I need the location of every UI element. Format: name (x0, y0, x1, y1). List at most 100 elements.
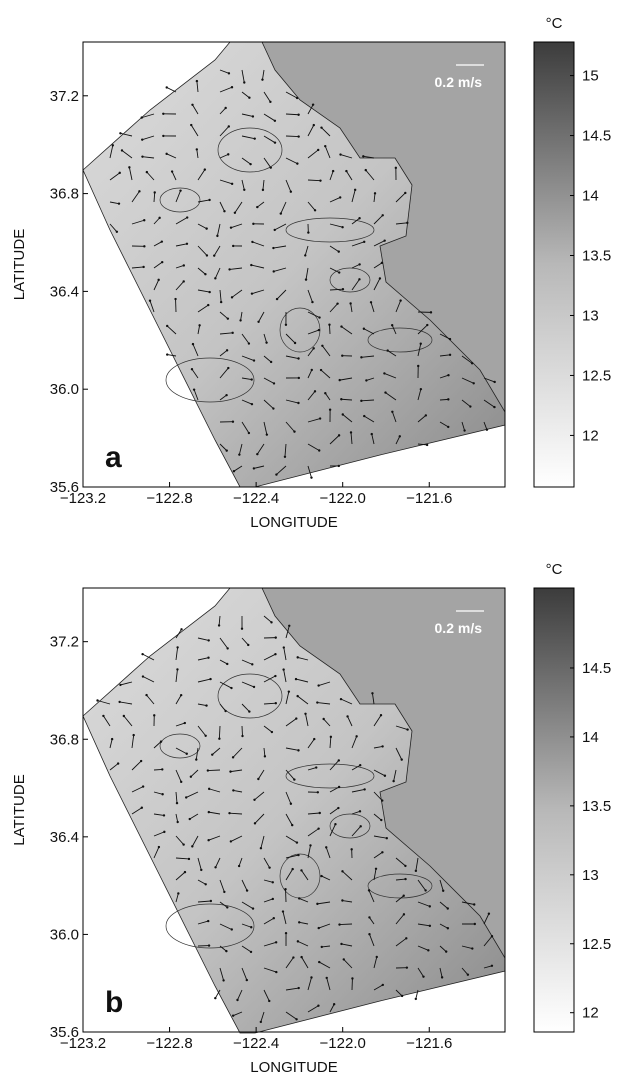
arrow-head (386, 349, 388, 351)
arrow-head (276, 298, 278, 300)
x-tick-label: −122.4 (233, 490, 279, 507)
arrow-head (365, 379, 367, 381)
arrow-head (232, 789, 234, 791)
arrow-head (153, 714, 155, 716)
arrow-head (254, 137, 256, 139)
colorbar-tick-label: 14.5 (582, 660, 611, 677)
arrow-head (111, 738, 113, 740)
arrow-head (264, 755, 266, 757)
arrow-head (307, 231, 309, 233)
arrow-head (251, 241, 253, 243)
arrow-head (207, 769, 209, 771)
arrow-head (305, 278, 307, 280)
arrow-head (282, 668, 284, 670)
arrow-head (449, 338, 451, 340)
arrow-head (182, 843, 184, 845)
arrow-head (420, 388, 422, 390)
arrow-head (142, 675, 144, 677)
arrow-head (230, 840, 232, 842)
arrow-head (386, 837, 388, 839)
colorbar-unit: °C (546, 15, 563, 32)
arrow-head (363, 415, 365, 417)
arrow-head (228, 812, 230, 814)
arrow-head (358, 217, 360, 219)
panel-label: b (105, 986, 123, 1019)
arrow-head (207, 304, 209, 306)
arrow-head (330, 736, 332, 738)
arrow-head (112, 144, 114, 146)
arrow-head (363, 788, 365, 790)
arrow-head (381, 745, 383, 747)
arrow-head (249, 163, 251, 165)
arrow-head (429, 925, 431, 927)
arrow-head (338, 923, 340, 925)
arrow-head (231, 296, 233, 298)
arrow-head (447, 426, 449, 428)
arrow-head (350, 431, 352, 433)
y-tick-label: 36.4 (50, 829, 79, 846)
arrow-head (338, 786, 340, 788)
arrow-head (340, 325, 342, 327)
arrow-head (415, 998, 417, 1000)
arrow-head (318, 449, 320, 451)
arrow-head (297, 854, 299, 856)
arrow-head (292, 956, 294, 958)
arrow-head (128, 166, 130, 168)
arrow-head (325, 846, 327, 848)
arrow-head (471, 947, 473, 949)
arrow-head (261, 78, 263, 80)
arrow-head (296, 695, 298, 697)
arrow-head (282, 910, 284, 912)
colorbar-tick-label: 13.5 (582, 248, 611, 265)
arrow-head (312, 347, 314, 349)
arrow-head (274, 229, 276, 231)
arrow-head (339, 196, 341, 198)
arrow-head (296, 97, 298, 99)
arrow-head (180, 628, 182, 630)
arrow-head (318, 316, 320, 318)
arrow-head (162, 135, 164, 137)
arrow-head (383, 372, 385, 374)
arrow-head (445, 950, 447, 952)
arrow-head (189, 818, 191, 820)
arrow-head (417, 365, 419, 367)
arrow-head (141, 653, 143, 655)
arrow-head (300, 956, 302, 958)
x-axis-label: LONGITUDE (250, 1059, 338, 1076)
arrow-head (342, 288, 344, 290)
arrow-head (273, 917, 275, 919)
arrow-head (319, 179, 321, 181)
arrow-head (329, 409, 331, 411)
arrow-head (218, 624, 220, 626)
arrow-head (161, 240, 163, 242)
arrow-head (355, 735, 357, 737)
arrow-head (206, 254, 208, 256)
arrow-head (204, 168, 206, 170)
arrow-head (226, 449, 228, 451)
arrow-head (295, 1018, 297, 1020)
arrow-head (227, 153, 229, 155)
arrow-head (143, 219, 145, 221)
arrow-head (183, 280, 185, 282)
arrow-head (229, 770, 231, 772)
arrow-head (296, 841, 298, 843)
arrow-head (403, 913, 405, 915)
arrow-head (342, 413, 344, 415)
arrow-head (317, 827, 319, 829)
arrow-head (176, 802, 178, 804)
arrow-head (493, 406, 495, 408)
arrow-head (268, 866, 270, 868)
arrow-head (275, 702, 277, 704)
arrow-head (234, 212, 236, 214)
arrow-head (102, 715, 104, 717)
arrow-head (174, 298, 176, 300)
arrow-head (317, 684, 319, 686)
arrow-head (404, 192, 406, 194)
arrow-head (191, 845, 193, 847)
arrow-head (447, 374, 449, 376)
arrow-head (207, 657, 209, 659)
arrow-head (320, 369, 322, 371)
arrow-head (288, 690, 290, 692)
arrow-head (399, 435, 401, 437)
colorbar-tick-label: 13.5 (582, 798, 611, 815)
